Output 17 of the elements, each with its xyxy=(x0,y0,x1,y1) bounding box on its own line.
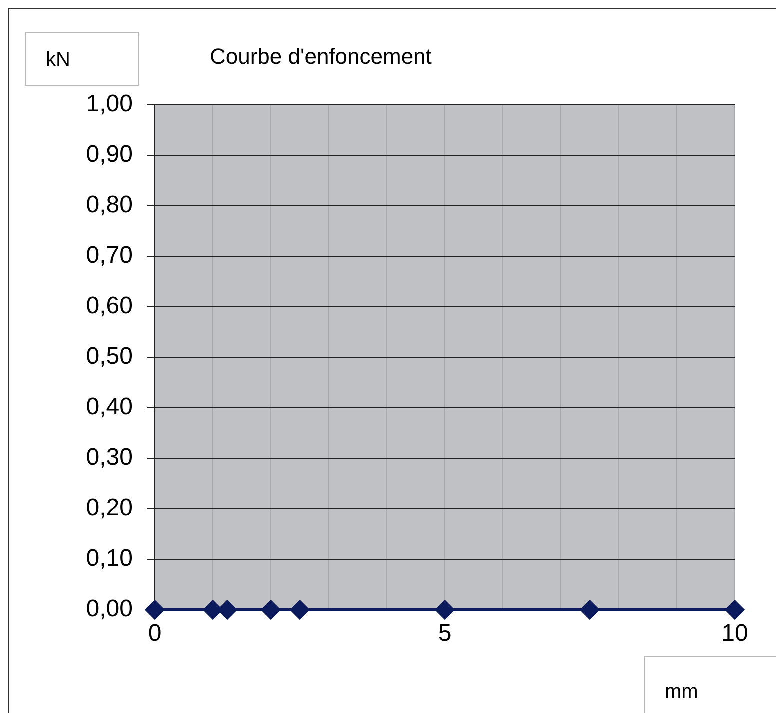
chart-title: Courbe d'enfoncement xyxy=(210,44,432,70)
x-tick-label: 0 xyxy=(148,620,162,648)
y-tick-label: 1,00 xyxy=(86,90,133,118)
y-tick-label: 0,00 xyxy=(86,596,133,623)
y-tick-label: 0,70 xyxy=(86,242,133,270)
y-axis-title: kN xyxy=(25,32,139,86)
y-tick-label: 0,60 xyxy=(86,292,133,320)
y-tick-label: 0,30 xyxy=(86,444,133,472)
y-tick-label: 0,40 xyxy=(86,394,133,421)
x-tick-label: 10 xyxy=(722,620,748,648)
y-tick-label: 0,10 xyxy=(86,545,133,572)
y-tick-label: 0,20 xyxy=(86,494,133,522)
y-tick-label: 0,50 xyxy=(86,343,133,370)
y-tick-label: 0,90 xyxy=(86,141,133,168)
y-tick-label: 0,80 xyxy=(86,192,133,219)
x-tick-label: 5 xyxy=(438,620,452,648)
x-axis-title: mm xyxy=(644,656,776,713)
